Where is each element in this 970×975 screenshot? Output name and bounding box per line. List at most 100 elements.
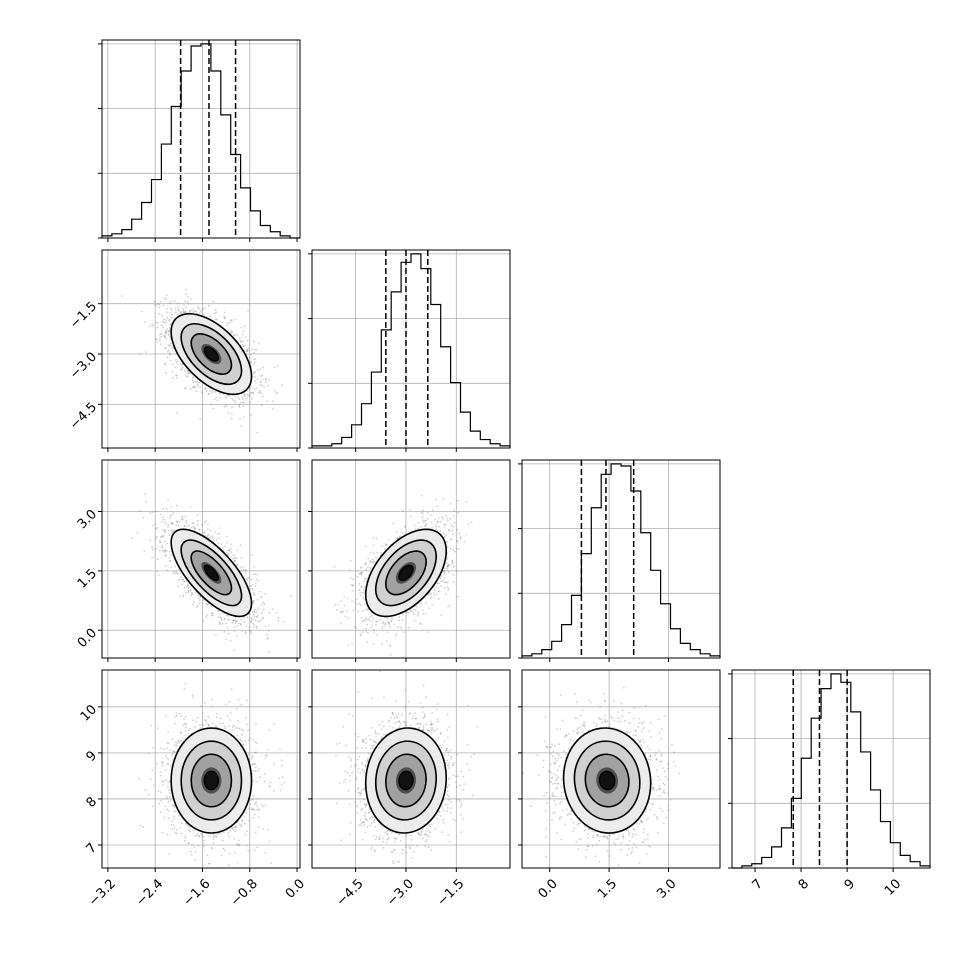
scatter-point — [456, 548, 458, 550]
scatter-point — [245, 572, 247, 574]
scatter-point — [202, 308, 204, 310]
scatter-point — [172, 350, 174, 352]
scatter-point — [362, 631, 364, 633]
scatter-point — [257, 599, 259, 601]
scatter-point — [364, 564, 366, 566]
scatter-point — [151, 546, 153, 548]
scatter-point — [241, 571, 243, 573]
scatter-point — [257, 378, 259, 380]
scatter-point — [212, 537, 214, 539]
scatter-point — [172, 523, 174, 525]
scatter-point — [145, 501, 147, 503]
scatter-point — [425, 602, 427, 604]
scatter-point — [165, 338, 167, 340]
scatter-point — [121, 295, 123, 297]
scatter-point — [188, 590, 190, 592]
scatter-point — [219, 623, 221, 625]
scatter-point — [174, 571, 176, 573]
scatter-point — [225, 639, 227, 641]
scatter-point — [443, 523, 445, 525]
scatter-point — [164, 363, 166, 365]
scatter-point — [233, 630, 235, 632]
scatter-point — [208, 534, 210, 536]
scatter-point — [231, 319, 233, 321]
scatter-point — [234, 400, 236, 402]
scatter-point — [160, 324, 162, 326]
scatter-point — [239, 398, 241, 400]
scatter-point — [185, 293, 187, 295]
scatter-point — [251, 618, 253, 620]
scatter-point — [402, 619, 404, 621]
scatter-point — [449, 604, 451, 606]
scatter-point — [175, 573, 177, 575]
scatter-point — [272, 408, 274, 410]
scatter-point — [155, 538, 157, 540]
scatter-point — [245, 632, 247, 634]
scatter-point — [203, 314, 205, 316]
scatter-point — [205, 387, 207, 389]
scatter-point — [200, 311, 202, 313]
scatter-point — [239, 566, 241, 568]
scatter-point — [230, 332, 232, 334]
scatter-point — [255, 609, 257, 611]
scatter-point — [182, 366, 184, 368]
scatter-point — [224, 317, 226, 319]
scatter-point — [268, 379, 270, 381]
scatter-point — [181, 519, 183, 521]
scatter-point — [225, 623, 227, 625]
scatter-point — [252, 584, 254, 586]
scatter-point — [265, 378, 267, 380]
scatter-point — [232, 619, 234, 621]
scatter-point — [226, 542, 228, 544]
scatter-point — [169, 324, 171, 326]
scatter-point — [172, 512, 174, 514]
scatter-point — [199, 308, 201, 310]
scatter-point — [160, 514, 162, 516]
scatter-point — [231, 406, 233, 408]
scatter-point — [235, 319, 237, 321]
scatter-point — [236, 620, 238, 622]
scatter-point — [256, 387, 258, 389]
scatter-point — [236, 636, 238, 638]
scatter-point — [233, 554, 235, 556]
scatter-point — [198, 529, 200, 531]
scatter-point — [188, 303, 190, 305]
scatter-point — [197, 520, 199, 522]
scatter-point — [187, 301, 189, 303]
scatter-point — [158, 313, 160, 315]
scatter-point — [267, 385, 269, 387]
scatter-point — [367, 567, 369, 569]
scatter-point — [260, 619, 262, 621]
scatter-point — [195, 390, 197, 392]
scatter-point — [187, 584, 189, 586]
scatter-point — [220, 543, 222, 545]
scatter-point — [159, 307, 161, 309]
scatter-point — [169, 319, 171, 321]
scatter-point — [267, 400, 269, 402]
scatter-point — [249, 630, 251, 632]
scatter-point — [232, 558, 234, 560]
scatter-point — [412, 611, 414, 613]
scatter-point — [182, 584, 184, 586]
scatter-point — [354, 626, 356, 628]
scatter-point — [370, 552, 372, 554]
scatter-point — [165, 565, 167, 567]
scatter-point — [274, 367, 276, 369]
scatter-point — [231, 556, 233, 558]
scatter-point — [247, 340, 249, 342]
scatter-point — [256, 616, 258, 618]
scatter-point — [185, 520, 187, 522]
scatter-point — [218, 537, 220, 539]
scatter-point — [197, 605, 199, 607]
scatter-point — [176, 522, 178, 524]
scatter-point — [348, 617, 350, 619]
scatter-point — [373, 631, 375, 633]
scatter-point — [226, 615, 228, 617]
scatter-point — [239, 406, 241, 408]
scatter-point — [447, 606, 449, 608]
scatter-point — [441, 614, 443, 616]
scatter-point — [201, 524, 203, 526]
scatter-point — [253, 566, 255, 568]
scatter-point — [175, 366, 177, 368]
scatter-point — [219, 621, 221, 623]
